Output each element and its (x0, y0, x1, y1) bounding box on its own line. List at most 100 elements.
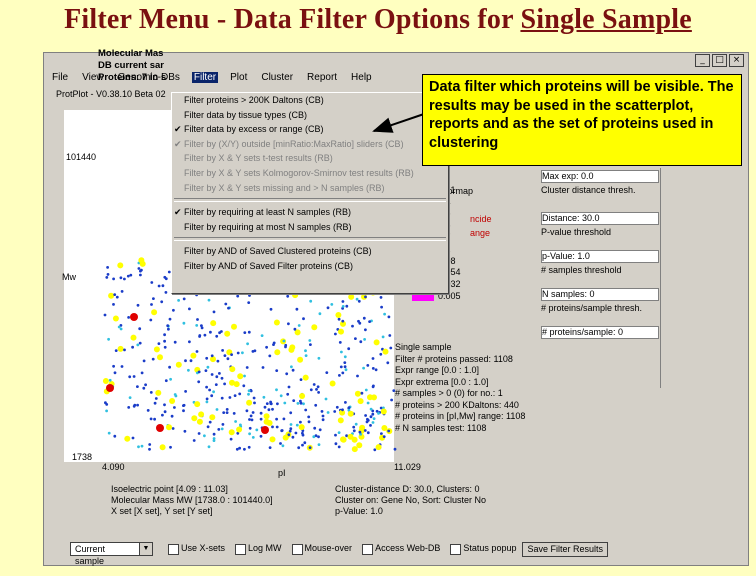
save-filter-results-button[interactable]: Save Filter Results (522, 541, 608, 557)
info-line: Cluster-distance D: 30.0, Clusters: 0 (335, 484, 480, 494)
scatter-point (381, 335, 385, 339)
close-button[interactable]: × (729, 54, 744, 67)
checkbox-option[interactable]: Access Web-DB (362, 543, 440, 555)
menu-item-label: Filter by (X/Y) outside [minRatio:MaxRat… (184, 138, 404, 149)
filter-menu-item[interactable]: ✔ Filter by (X/Y) outside [minRatio:MaxRa… (172, 137, 448, 152)
minimize-button[interactable]: _ (695, 54, 710, 67)
scatter-point (263, 413, 270, 420)
scatter-point (247, 389, 251, 393)
scatter-point (128, 375, 132, 379)
checkbox-option[interactable]: Status popup (450, 543, 516, 555)
scatter-point (279, 394, 283, 398)
stat-line: Expr extrema [0.0 : 1.0] (395, 376, 489, 387)
checkbox-option[interactable]: Use X-sets (168, 543, 225, 555)
scatter-point (249, 414, 253, 418)
maximize-button[interactable]: □ (712, 54, 727, 67)
distance-field[interactable]: Distance: 30.0 (541, 212, 659, 225)
cluster-thresh-label: Cluster distance thresh. (541, 185, 636, 195)
scatter-point (261, 366, 265, 369)
scatter-point (102, 378, 109, 384)
filter-menu-item[interactable]: Filter by AND of Saved Clustered protein… (172, 244, 448, 259)
checkbox[interactable] (235, 543, 247, 555)
scatter-point (304, 349, 307, 353)
scatter-point (269, 436, 276, 443)
proteins-thresh-label: # proteins/sample thresh. (541, 303, 643, 313)
filter-menu-item[interactable]: Filter proteins > 200K Daltons (CB) (172, 93, 448, 108)
scatter-point (177, 299, 180, 302)
panel-scrollbar[interactable] (660, 168, 673, 388)
scatter-point (352, 429, 356, 433)
scatter-point (298, 424, 305, 431)
scatter-point (232, 412, 236, 415)
filter-menu-item[interactable]: Filter by requiring at most N samples (R… (172, 220, 448, 235)
scatter-point (337, 445, 341, 449)
scatter-point (208, 420, 212, 424)
scatter-point (330, 303, 334, 306)
nsamples-field[interactable]: N samples: 0 (541, 288, 659, 301)
right-control-panel: Max exp: 0.0 Cluster distance thresh. Di… (541, 168, 659, 341)
scatter-point (369, 415, 373, 419)
menu-file[interactable]: File (52, 71, 69, 83)
menu-help[interactable]: Help (351, 71, 372, 83)
menu-cluster[interactable]: Cluster (261, 71, 294, 83)
menu-view[interactable]: View (82, 71, 104, 83)
menu-filter[interactable]: Filter (191, 71, 219, 83)
scatter-point (142, 359, 146, 363)
menu-genomic-dbs[interactable]: Genomic-DBs (117, 71, 180, 83)
scatter-point (236, 351, 240, 355)
scatter-point (206, 425, 210, 429)
checkbox[interactable] (168, 543, 179, 555)
scatter-point (251, 411, 255, 414)
menu-plot[interactable]: Plot (230, 71, 248, 83)
scatter-point (148, 443, 152, 446)
checkbox[interactable] (450, 543, 462, 555)
menu-report[interactable]: Report (307, 71, 338, 83)
scatter-point-highlight (261, 426, 269, 434)
scatter-point (210, 394, 214, 398)
scatter-point (373, 339, 380, 346)
scatter-point (154, 397, 158, 400)
scatter-point (210, 373, 214, 376)
scatter-point (243, 331, 247, 334)
menu-separator (174, 237, 446, 242)
scatter-point (334, 332, 337, 336)
checkbox[interactable] (362, 543, 374, 555)
scatter-point (112, 315, 119, 322)
scatter-point-highlight (156, 424, 164, 432)
checkbox-option[interactable]: Log MW (235, 543, 282, 555)
filter-menu-item[interactable]: Filter by X & Y sets t-test results (RB) (172, 151, 448, 166)
scatter-point (371, 367, 375, 370)
scatter-point (287, 385, 291, 389)
filter-menu-item[interactable]: Filter by X & Y sets missing and > N sam… (172, 181, 448, 196)
scatter-point (252, 396, 256, 400)
scatter-point (225, 411, 229, 414)
filter-menu-item[interactable]: ✔ Filter data by excess or range (CB) (172, 122, 448, 137)
scatter-point (340, 320, 346, 327)
checkbox[interactable] (291, 543, 303, 555)
scatter-point (236, 426, 243, 433)
scatter-point (161, 413, 164, 417)
pvalue-field[interactable]: p-Value: 1.0 (541, 250, 659, 263)
filter-menu-item[interactable]: Filter by AND of Saved Filter proteins (… (172, 259, 448, 274)
scatter-point (107, 337, 110, 341)
scatter-point (358, 321, 362, 325)
scatter-point (303, 441, 307, 445)
maxexp-field[interactable]: Max exp: 0.0 (541, 170, 659, 183)
scatter-point (281, 444, 285, 448)
scatter-point (132, 375, 136, 378)
filter-menu-item[interactable]: Filter data by tissue types (CB) (172, 108, 448, 123)
proteins-sample-field[interactable]: # proteins/sample: 0 (541, 326, 659, 339)
chevron-down-icon[interactable]: ▼ (139, 542, 153, 556)
scatter-point (269, 307, 273, 311)
checkbox-option[interactable]: Mouse-over (291, 543, 352, 555)
filter-menu-item[interactable]: ✔ Filter by requiring at least N samples … (172, 205, 448, 220)
scatter-point (347, 347, 351, 351)
scatter-point (314, 403, 318, 407)
scatter-point (198, 411, 205, 418)
scatter-point (207, 298, 211, 302)
filter-menu-item[interactable]: Filter by X & Y sets Kolmogorov-Smirnov … (172, 166, 448, 181)
scatter-point (307, 415, 311, 419)
sample-select[interactable]: Current sample ▼ (70, 542, 153, 566)
scatter-point (286, 294, 290, 298)
scatter-point (205, 400, 209, 404)
